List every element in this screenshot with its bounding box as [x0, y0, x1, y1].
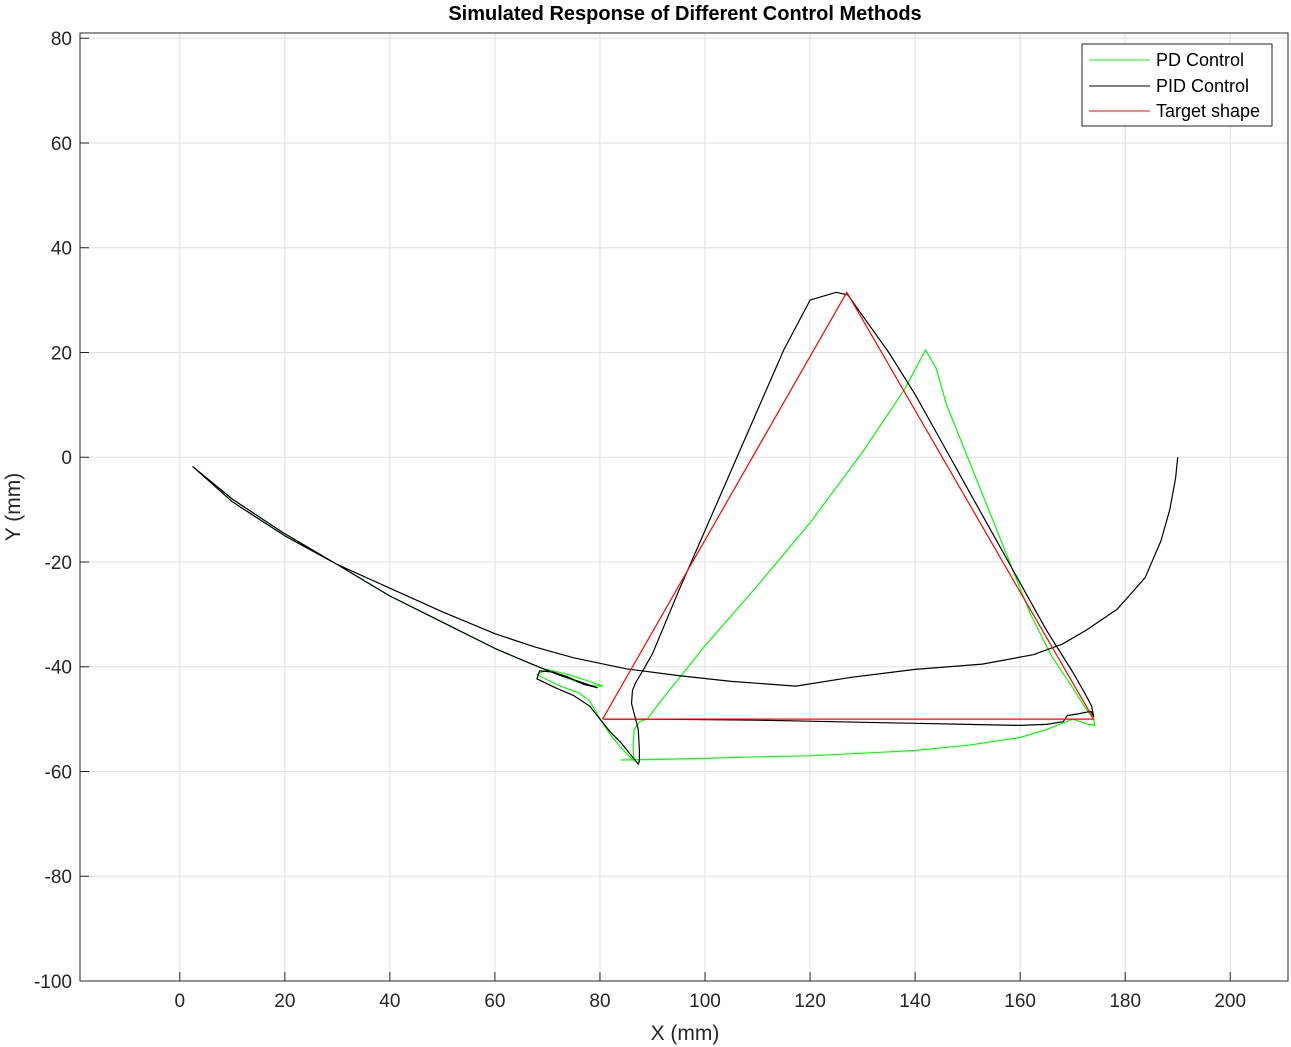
plot-area-border: [79, 32, 1289, 982]
y-tick-label: -80: [45, 867, 72, 888]
legend: PD Control PID Control Target shape: [1081, 43, 1273, 127]
y-tick-label: -100: [34, 972, 72, 993]
x-axis-label: X (mm): [651, 1022, 720, 1045]
y-tick-label: 0: [61, 448, 72, 469]
legend-label-pd: PD Control: [1156, 50, 1244, 70]
legend-label-target: Target shape: [1156, 101, 1260, 121]
x-tick-label: 180: [1109, 991, 1141, 1012]
series-line-pd-control: [192, 349, 1096, 762]
x-tick-label: 60: [484, 991, 505, 1012]
chart-title: Simulated Response of Different Control …: [448, 3, 921, 25]
series-line-target-shape: [602, 291, 1095, 720]
x-tick-label: 0: [175, 991, 186, 1012]
x-tick-label: 200: [1214, 991, 1246, 1012]
y-tick-label: -40: [45, 658, 72, 679]
x-tick-label: 20: [274, 991, 295, 1012]
x-tick-label: 140: [899, 991, 931, 1012]
y-tick-label: -60: [45, 762, 72, 783]
y-tick-label: 20: [51, 343, 72, 364]
y-axis-label: Y (mm): [2, 473, 25, 541]
grid: [80, 33, 1288, 982]
x-tick-label: 40: [379, 991, 400, 1012]
y-axis: -100 -80 -60 -40 -20 0 20 40 60 80: [34, 29, 89, 993]
x-axis: 0 20 40 60 80 100 120 140 160 180 200: [175, 972, 1246, 1012]
y-tick-label: 80: [51, 29, 72, 50]
legend-box: [1081, 43, 1273, 127]
x-tick-label: 160: [1004, 991, 1036, 1012]
x-tick-label: 100: [689, 991, 721, 1012]
y-tick-label: 60: [51, 134, 72, 155]
legend-label-pid: PID Control: [1156, 76, 1249, 96]
x-tick-label: 120: [794, 991, 826, 1012]
x-tick-label: 80: [589, 991, 610, 1012]
y-tick-label: 40: [51, 239, 72, 260]
y-tick-label: -20: [45, 553, 72, 574]
series-lines: [192, 291, 1179, 765]
series-line-pid-control: [192, 291, 1179, 765]
